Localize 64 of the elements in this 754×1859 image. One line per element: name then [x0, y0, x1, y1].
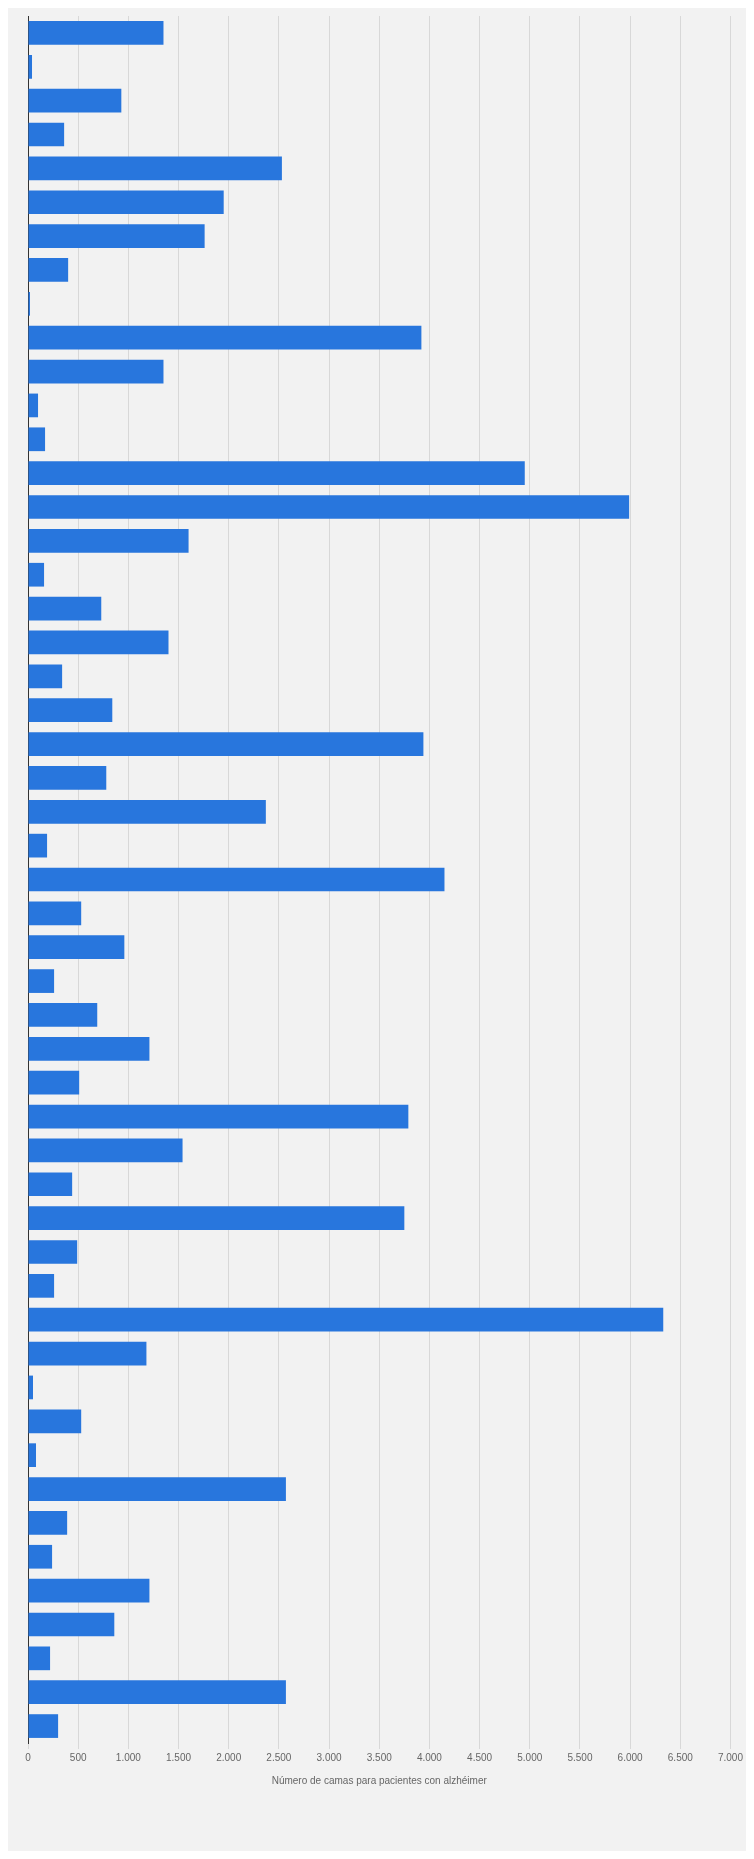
bar: [28, 732, 424, 756]
x-tick-label: 5.000: [517, 1751, 543, 1763]
bar: [28, 1036, 150, 1061]
x-tick-label: 4.000: [416, 1751, 443, 1763]
bar: [28, 562, 45, 587]
bar: [28, 901, 82, 926]
bar: [28, 1240, 78, 1264]
x-axis-title: Número de camas para pacientes con alzhéimer: [271, 1774, 488, 1786]
bar: [28, 596, 102, 621]
bar: [28, 1206, 405, 1230]
x-tick-label: 2.500: [266, 1751, 292, 1763]
bar: [28, 664, 63, 689]
bar: [28, 258, 69, 282]
x-tick-label: 1.500: [166, 1751, 192, 1763]
bar: [28, 1307, 664, 1332]
bar: [28, 630, 169, 655]
bar: [28, 88, 122, 113]
bar: [28, 190, 224, 215]
bar: [28, 122, 65, 147]
bar: [28, 799, 266, 824]
x-tick-label: 3.000: [316, 1751, 343, 1763]
bar: [28, 1104, 409, 1129]
x-tick-label: 2.000: [216, 1751, 242, 1763]
bar: [28, 1172, 73, 1197]
bar: [28, 1612, 115, 1637]
bar: [28, 461, 525, 485]
bar: [28, 21, 164, 45]
bar: [28, 1578, 150, 1603]
bar: [28, 1070, 80, 1095]
bar: [28, 529, 189, 553]
x-tick-label: 6.500: [667, 1751, 694, 1763]
bar: [28, 766, 107, 790]
x-tick-label: 4.500: [467, 1751, 493, 1763]
bar: [28, 495, 630, 519]
bar: [28, 833, 48, 858]
bar: [28, 427, 46, 452]
bar: [28, 1443, 37, 1468]
bar: [28, 1409, 82, 1434]
bar: [28, 935, 125, 960]
x-tick-label: 0: [25, 1751, 32, 1763]
bar: [28, 359, 164, 384]
bar: [28, 1511, 68, 1535]
bar: [28, 1646, 51, 1671]
x-tick-label: 500: [69, 1751, 87, 1763]
x-tick-label: 5.500: [567, 1751, 593, 1763]
bar: [28, 393, 39, 418]
x-tick-label: 7.000: [717, 1751, 744, 1763]
bar: [28, 867, 445, 892]
bar: [28, 698, 113, 723]
bar: [28, 156, 282, 181]
bar: [28, 224, 205, 248]
x-tick-label: 3.500: [366, 1751, 393, 1763]
bar: [28, 1138, 183, 1163]
x-tick-label: 1.000: [115, 1751, 142, 1763]
bar: [28, 1274, 55, 1298]
bar: [28, 325, 422, 350]
bar: [28, 1714, 59, 1738]
bar: [28, 1544, 53, 1569]
bar: [28, 969, 55, 993]
bar: [28, 1680, 286, 1705]
bar: [28, 1341, 147, 1366]
bar: [28, 1477, 286, 1501]
x-tick-label: 6.000: [617, 1751, 644, 1763]
bar: [28, 1003, 98, 1027]
